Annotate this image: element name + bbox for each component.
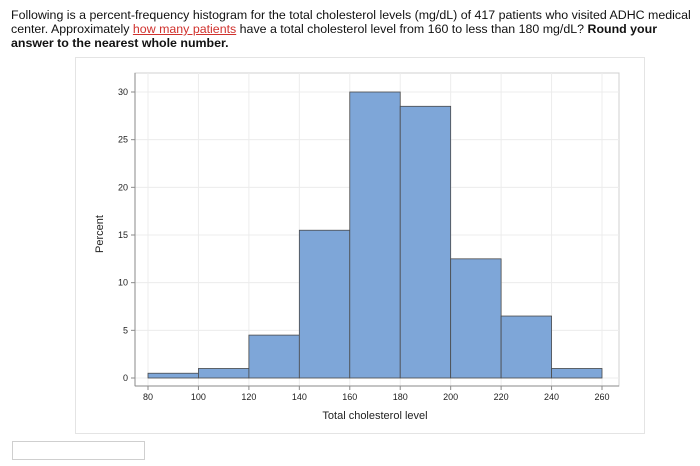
x-tick-label: 140 — [292, 392, 307, 402]
histogram-bar — [248, 334, 300, 379]
answer-input[interactable] — [12, 441, 145, 460]
y-tick-label: 15 — [118, 230, 128, 240]
y-tick-label: 0 — [123, 373, 128, 383]
histogram-bar — [147, 372, 199, 379]
x-tick-label: 260 — [594, 392, 609, 402]
histogram-bar — [450, 258, 502, 379]
how-many-patients-link[interactable]: how many patients — [132, 22, 237, 36]
y-tick-label: 25 — [118, 135, 128, 145]
x-tick-label: 180 — [393, 392, 408, 402]
axes — [131, 73, 619, 390]
histogram-figure: 0 5 10 15 20 25 30 80 100 120 140 160 180 200 220 240 26… — [75, 57, 645, 434]
histogram-bar — [298, 229, 351, 379]
histogram-bar — [349, 91, 401, 379]
histogram-bars — [147, 91, 603, 379]
question-part-2: total cholesterol levels — [289, 8, 412, 22]
histogram-bar — [198, 368, 250, 379]
histogram-bar — [399, 105, 452, 379]
x-tick-label: 120 — [241, 392, 256, 402]
x-tick-label: 160 — [342, 392, 357, 402]
question-text: Following is a percent-frequency histogr… — [11, 8, 699, 50]
x-tick-label: 200 — [443, 392, 458, 402]
x-axis-title: Total cholesterol level — [322, 410, 427, 422]
y-axis-title: Percent — [94, 215, 106, 253]
x-tick-label: 100 — [191, 392, 206, 402]
x-tick-label: 80 — [143, 392, 153, 402]
y-tick-label: 10 — [118, 278, 128, 288]
x-tick-label: 220 — [494, 392, 509, 402]
y-tick-label: 20 — [118, 182, 128, 192]
y-tick-label: 5 — [123, 325, 128, 335]
tick-labels: 0 5 10 15 20 25 30 80 100 120 140 160 180 200 220 240 26… — [118, 87, 610, 402]
histogram-bar — [551, 368, 603, 379]
question-part-1: Following is a percent-frequency histogr… — [11, 8, 290, 22]
histogram-bar — [500, 315, 552, 379]
x-tick-label: 240 — [544, 392, 559, 402]
question-part-3: (mg/dL) of 417 patients who visited ADHC… — [11, 8, 691, 36]
question-part-4: have a total cholesterol level from 160 … — [236, 22, 588, 36]
rounding-instruction: Round your answer to the nearest whole n… — [11, 22, 658, 50]
y-tick-label: 30 — [118, 87, 128, 97]
histogram-chart: 0 5 10 15 20 25 30 80 100 120 140 160 180 200 220 240 26… — [94, 72, 620, 422]
